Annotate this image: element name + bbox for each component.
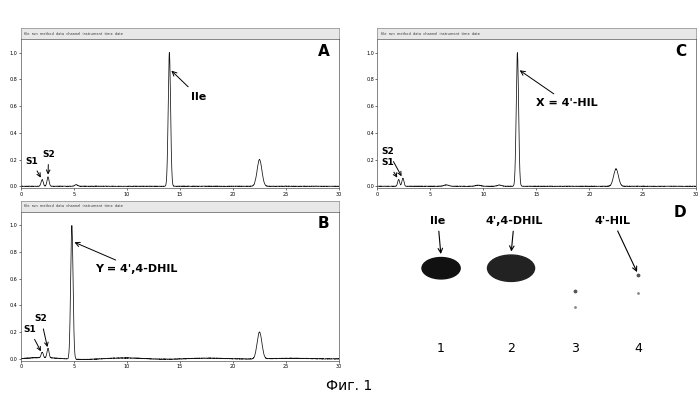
Text: 4: 4 xyxy=(634,342,642,355)
Text: S1: S1 xyxy=(382,158,396,177)
Text: Ile: Ile xyxy=(172,71,206,101)
Text: Ile: Ile xyxy=(431,216,445,253)
Text: D: D xyxy=(673,205,686,220)
Text: Y = 4',4-DHIL: Y = 4',4-DHIL xyxy=(75,243,178,274)
Text: file  run  method  data  channel  instrument  time  date: file run method data channel instrument … xyxy=(24,32,123,36)
Text: S2: S2 xyxy=(35,314,48,346)
Circle shape xyxy=(422,257,460,279)
Text: 4'-HIL: 4'-HIL xyxy=(595,216,637,271)
Text: A: A xyxy=(318,44,329,59)
Text: 4',4-DHIL: 4',4-DHIL xyxy=(486,216,543,250)
Text: S1: S1 xyxy=(23,325,41,350)
Text: file  run  method  data  channel  instrument  time  date: file run method data channel instrument … xyxy=(381,32,480,36)
Circle shape xyxy=(487,255,535,282)
Text: 2: 2 xyxy=(507,342,515,355)
Text: X = 4'-HIL: X = 4'-HIL xyxy=(521,71,598,108)
Text: 3: 3 xyxy=(570,342,579,355)
Text: S2: S2 xyxy=(382,147,401,175)
Text: file  run  method  data  channel  instrument  time  date: file run method data channel instrument … xyxy=(24,204,123,208)
Text: C: C xyxy=(675,44,686,59)
Text: 1: 1 xyxy=(437,342,445,355)
Text: B: B xyxy=(318,216,329,231)
Text: S1: S1 xyxy=(25,157,41,177)
Text: Фиг. 1: Фиг. 1 xyxy=(326,379,373,393)
Text: S2: S2 xyxy=(42,150,55,174)
